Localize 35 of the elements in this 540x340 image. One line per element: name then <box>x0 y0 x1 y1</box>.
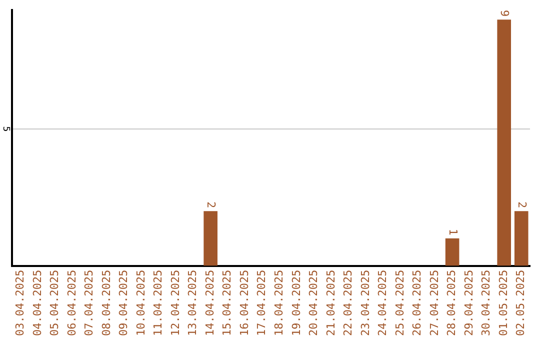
x-tick-label: 20.04.2025 <box>307 270 320 336</box>
x-tick-label: 07.04.2025 <box>82 270 96 336</box>
x-tick-label: 10.04.2025 <box>134 270 148 336</box>
data-label: 9 <box>498 10 512 17</box>
x-tick-label: 11.04.2025 <box>152 270 165 336</box>
x-tick-label: 05.04.2025 <box>48 270 62 336</box>
x-tick-label: 02.05.2025 <box>514 270 528 336</box>
x-tick-label: 26.04.2025 <box>410 270 424 336</box>
x-tick-label: 08.04.2025 <box>100 270 113 336</box>
x-tick-label: 23.04.2025 <box>358 270 372 336</box>
x-tick-label: 24.04.2025 <box>376 270 390 336</box>
x-tick-label: 13.04.2025 <box>186 270 200 336</box>
data-label: 1 <box>446 228 460 236</box>
x-tick-label: 25.04.2025 <box>393 270 406 336</box>
x-tick-label: 04.04.2025 <box>30 270 44 336</box>
data-label: 2 <box>516 201 529 208</box>
x-tick-label: 06.04.2025 <box>65 270 78 336</box>
x-tick-label: 18.04.2025 <box>272 270 286 336</box>
x-tick-label: 29.04.2025 <box>462 270 476 336</box>
x-tick-label: 27.04.2025 <box>428 270 441 336</box>
data-label: 2 <box>204 201 218 208</box>
x-tick-label: 19.04.2025 <box>290 270 303 336</box>
x-tick-label: 30.04.2025 <box>480 270 493 336</box>
x-tick-label: 15.04.2025 <box>220 270 234 336</box>
x-tick-label: 09.04.2025 <box>117 270 130 336</box>
x-tick-label: 16.04.2025 <box>238 270 251 336</box>
x-tick-label: 03.04.2025 <box>13 270 26 336</box>
x-tick-label: 21.04.2025 <box>324 270 338 336</box>
x-tick-label: 12.04.2025 <box>168 270 182 336</box>
x-tick-label: 01.05.2025 <box>496 270 510 336</box>
x-tick-label: 17.04.2025 <box>255 270 268 336</box>
x-tick-label: 28.04.2025 <box>445 270 458 336</box>
y-tick-label: 5 <box>0 126 11 132</box>
x-tick-label: 14.04.2025 <box>203 270 216 336</box>
x-tick-label: 22.04.2025 <box>342 270 355 336</box>
